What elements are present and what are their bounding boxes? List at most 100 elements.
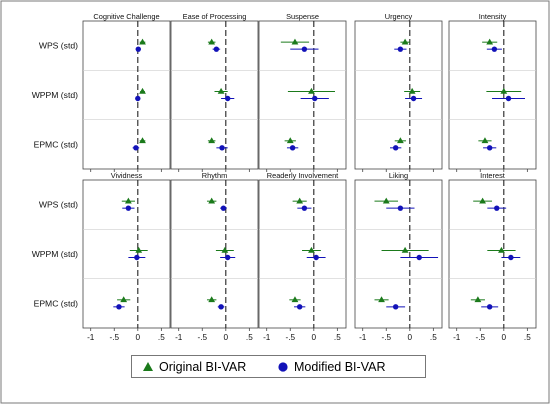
original-point [401, 246, 409, 253]
x-tick-label: .5 [246, 333, 253, 342]
modified-point [313, 254, 319, 261]
x-tick-label: -1 [359, 333, 367, 342]
x-tick-label: -1 [263, 333, 271, 342]
panel-frame [82, 20, 171, 170]
panel-title: Suspense [286, 12, 319, 21]
modified-point [312, 95, 318, 102]
x-tick-label: .5 [430, 333, 437, 342]
original-point [408, 87, 416, 94]
original-point [208, 137, 216, 144]
blue-circle-icon [278, 361, 288, 372]
modified-point [125, 205, 132, 211]
original-point [208, 197, 216, 204]
modified-point [301, 205, 308, 211]
original-point [500, 87, 508, 94]
panel-title: Readerly Involvement [267, 171, 338, 180]
original-point [286, 137, 294, 144]
modified-point [219, 145, 225, 151]
y-category-label: WPS (std) [39, 200, 78, 210]
original-point [217, 87, 225, 94]
modified-point [135, 46, 141, 52]
modified-point [220, 205, 227, 211]
modified-point [133, 145, 139, 151]
modified-point [135, 95, 141, 102]
legend-item-original: Original BI-VAR [142, 356, 246, 377]
modified-point [397, 46, 404, 52]
y-category-label: WPPM (std) [32, 90, 78, 100]
modified-point [134, 254, 140, 261]
y-category-label: WPPM (std) [32, 249, 78, 259]
original-point [308, 87, 315, 94]
modified-point [224, 254, 231, 261]
y-category-label: EPMC (std) [34, 139, 79, 149]
modified-point [505, 95, 512, 102]
modified-point [392, 304, 399, 310]
original-point [486, 38, 494, 45]
original-point [308, 246, 315, 253]
legend-label-modified: Modified BI-VAR [294, 359, 386, 374]
panel-title: Rhythm [202, 171, 227, 180]
original-point [401, 38, 409, 45]
panel-frame [258, 179, 347, 329]
original-point [139, 137, 146, 144]
original-point [208, 38, 216, 45]
y-category-label: EPMC (std) [34, 298, 79, 308]
panel-title: Liking [389, 171, 408, 180]
original-point [396, 137, 404, 144]
x-tick-label: -.5 [381, 333, 391, 342]
x-tick-label: -.5 [109, 333, 119, 342]
panel-title: Cognitive Challenge [93, 12, 159, 21]
panel-title: Urgency [385, 12, 413, 21]
x-tick-label: 0 [408, 333, 413, 342]
modified-point [213, 46, 220, 52]
x-tick-label: 0 [502, 333, 507, 342]
original-point [124, 197, 132, 204]
original-point [378, 296, 385, 303]
modified-point [486, 304, 493, 310]
original-point [498, 246, 505, 253]
panel-title: Vividness [111, 171, 143, 180]
modified-point [224, 95, 231, 102]
x-tick-label: -.5 [475, 333, 485, 342]
original-point [139, 87, 146, 94]
x-tick-label: -1 [453, 333, 461, 342]
x-tick-label: 0 [312, 333, 317, 342]
original-point [479, 197, 487, 204]
panel-title: Interest [480, 171, 505, 180]
original-point [120, 296, 128, 303]
modified-point [301, 46, 308, 52]
green-triangle-icon [143, 362, 153, 371]
x-tick-label: .5 [158, 333, 165, 342]
modified-point [494, 205, 500, 211]
panel-frame [448, 20, 537, 170]
original-point [135, 246, 143, 253]
modified-point [218, 304, 224, 310]
original-point [291, 296, 299, 303]
x-tick-label: 0 [224, 333, 229, 342]
x-tick-label: .5 [334, 333, 341, 342]
x-tick-label: -1 [175, 333, 183, 342]
original-point [208, 296, 216, 303]
panel-title: Ease of Processing [183, 12, 247, 21]
x-tick-label: -.5 [197, 333, 207, 342]
modified-point [416, 254, 422, 261]
x-tick-label: 0 [136, 333, 141, 342]
modified-point [491, 46, 498, 52]
original-point [296, 197, 304, 204]
panel-frame [258, 20, 347, 170]
original-point [382, 197, 390, 204]
x-tick-label: -1 [87, 333, 95, 342]
panel-frame [170, 179, 259, 329]
panel-title: Intensity [479, 12, 507, 21]
original-point [221, 246, 229, 253]
modified-point [410, 95, 417, 102]
panel-frame [448, 179, 537, 329]
x-tick-label: .5 [524, 333, 531, 342]
modified-point [392, 145, 399, 151]
legend-item-modified: Modified BI-VAR [277, 356, 385, 377]
modified-point [296, 304, 303, 310]
y-category-label: WPS (std) [39, 41, 78, 51]
legend-label-original: Original BI-VAR [159, 359, 247, 374]
modified-point [486, 145, 493, 151]
